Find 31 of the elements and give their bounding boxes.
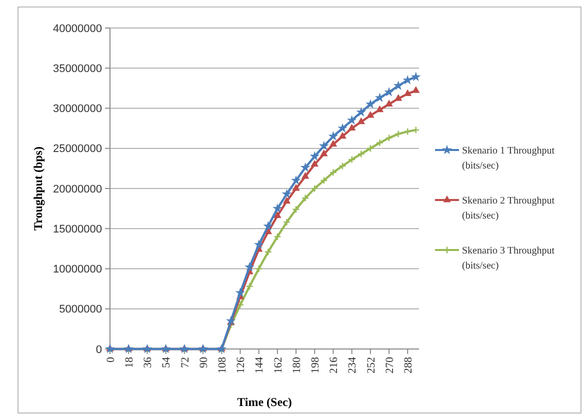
y-tick-label: 0 (96, 344, 102, 356)
y-tick-label: 25000000 (53, 143, 102, 156)
y-tick-label: 15000000 (53, 223, 102, 236)
y-tick-label: 30000000 (53, 103, 102, 116)
y-tick-label: 35000000 (53, 62, 102, 75)
x-tick-label: 36 (142, 356, 154, 368)
legend-label: Skenario 1 Throughput (bits/sec) (462, 146, 555, 172)
x-tick-label: 90 (198, 356, 210, 368)
x-tick-label: 270 (384, 356, 396, 374)
x-tick-label: 0 (104, 356, 117, 362)
x-tick-label: 198 (309, 356, 322, 374)
legend-label: Skenario 3 Throughput (bits/sec) (462, 246, 555, 272)
x-axis-title: Time (Sec) (237, 395, 292, 409)
legend-label: Skenario 2 Throughput (bits/sec) (462, 196, 555, 222)
x-tick-label: 126 (235, 356, 248, 374)
x-tick-label: 180 (290, 356, 303, 374)
x-tick-label: 252 (365, 357, 378, 374)
y-tick-label: 10000000 (53, 264, 102, 276)
x-tick-label: 162 (272, 357, 284, 374)
x-tick-label: 108 (216, 356, 228, 374)
x-tick-label: 54 (160, 356, 173, 368)
x-tick-label: 234 (346, 356, 359, 374)
y-tick-label: 20000000 (53, 183, 102, 196)
x-tick-label: 18 (123, 356, 136, 368)
x-tick-label: 144 (254, 356, 266, 374)
y-tick-label: 40000000 (53, 22, 102, 35)
y-axis-title: Troughput (bps) (31, 146, 45, 230)
x-tick-label: 72 (179, 357, 192, 368)
x-tick-label: 216 (328, 356, 340, 374)
y-tick-label: 5000000 (59, 304, 102, 316)
x-tick-label: 288 (402, 356, 414, 374)
